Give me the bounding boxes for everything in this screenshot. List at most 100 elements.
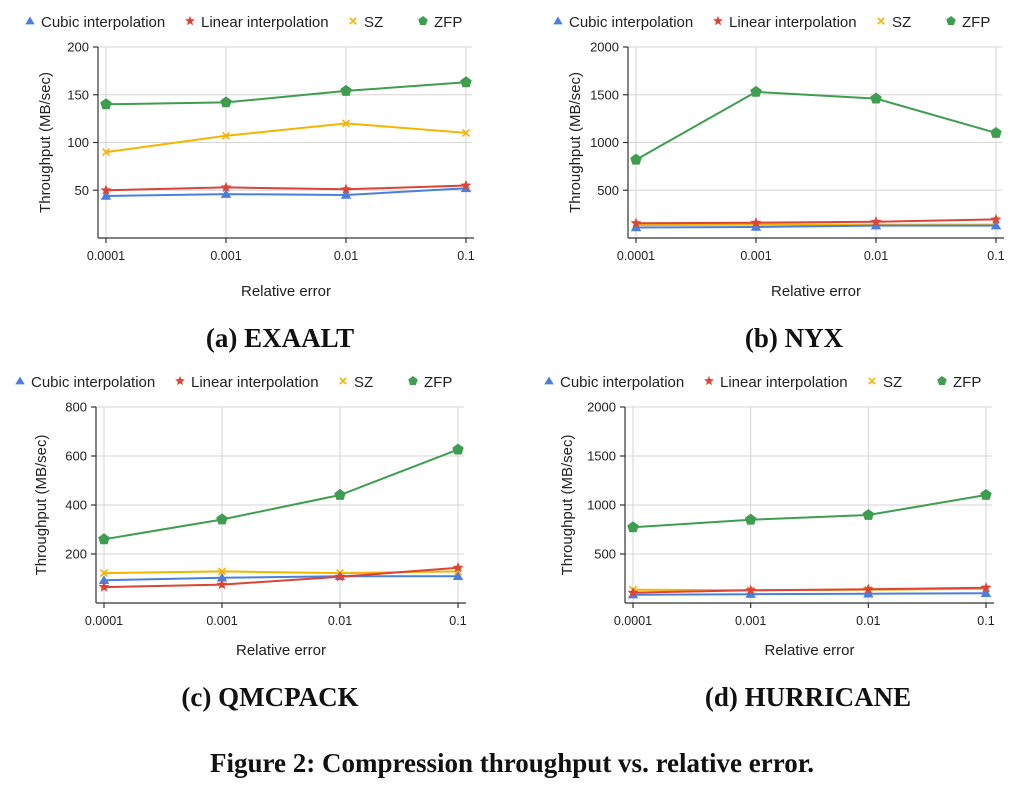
- legend-item: Cubic interpolation: [553, 14, 693, 31]
- legend: Cubic interpolation Linear interpolation S…: [25, 14, 462, 31]
- legend-item: Linear interpolation: [713, 14, 857, 31]
- data-point: [100, 98, 112, 110]
- legend-label: ZFP: [953, 374, 981, 391]
- gridlines: [96, 406, 464, 603]
- data-point: [452, 561, 464, 573]
- y-tick-label: 1500: [587, 449, 616, 464]
- series-line: [103, 448, 459, 541]
- data-point: [863, 588, 874, 598]
- series-line: [632, 586, 987, 594]
- legend-marker-star-icon: [185, 15, 195, 26]
- gridlines: [98, 46, 472, 238]
- data-point: [220, 96, 232, 108]
- series-line: [105, 122, 467, 154]
- legend-item: Cubic interpolation: [15, 374, 155, 391]
- chart-hurricane: Cubic interpolation Linear interpolation S…: [512, 365, 1024, 675]
- x-tick-label: 0.0001: [617, 249, 655, 263]
- legend-label: Linear interpolation: [720, 374, 848, 391]
- chart-exaalt: Cubic interpolation Linear interpolation S…: [0, 0, 512, 310]
- legend-item: Cubic interpolation: [544, 374, 684, 391]
- chart-qmcpack: Cubic interpolation Linear interpolation S…: [0, 365, 512, 675]
- data-point: [630, 222, 642, 232]
- data-point: [452, 571, 464, 581]
- data-point: [221, 131, 231, 140]
- x-tick-label: 0.001: [735, 614, 766, 628]
- data-point: [862, 508, 875, 520]
- x-tick-label: 0.001: [210, 249, 241, 263]
- legend-marker-pentagon-icon: [418, 16, 428, 25]
- legend-marker-pentagon-icon: [408, 376, 418, 385]
- data-point: [627, 586, 639, 598]
- data-point: [98, 575, 110, 584]
- series-triangle: [630, 220, 1002, 232]
- data-point: [870, 220, 882, 230]
- y-tick-label: 2000: [590, 40, 619, 55]
- series-line: [635, 90, 997, 161]
- legend-label: SZ: [364, 14, 383, 31]
- data-point: [460, 179, 472, 191]
- y-axis-label: Throughput (MB/sec): [37, 72, 54, 213]
- data-point: [216, 572, 228, 582]
- x-tick-label: 0.001: [740, 249, 771, 263]
- x-tick-label: 0.1: [977, 614, 994, 628]
- data-point: [461, 128, 471, 138]
- y-tick-label: 500: [594, 547, 616, 562]
- data-point: [745, 589, 756, 598]
- series-star: [630, 213, 1002, 228]
- caption-qmcpack: (c) QMCPACK: [181, 682, 359, 712]
- x-tick-label: 0.1: [457, 249, 474, 263]
- x-tick-label: 0.1: [449, 614, 466, 628]
- y-tick-label: 50: [75, 183, 89, 198]
- data-point: [630, 153, 642, 165]
- series-pentagon: [627, 488, 992, 533]
- series-triangle: [100, 183, 472, 200]
- legend-item: SZ: [349, 14, 383, 31]
- y-tick-label: 150: [67, 87, 89, 102]
- series-line: [635, 223, 996, 227]
- data-point: [340, 183, 352, 194]
- legend-label: SZ: [883, 374, 902, 391]
- data-point: [745, 584, 757, 595]
- data-point: [980, 488, 992, 500]
- series-star: [100, 179, 472, 195]
- x-axis-label: Relative error: [241, 283, 331, 300]
- data-point: [630, 217, 642, 228]
- series-line: [103, 575, 458, 582]
- chart-nyx: Cubic interpolation Linear interpolation S…: [512, 0, 1024, 310]
- data-point: [101, 147, 111, 157]
- caption-hurricane: (d) HURRICANE: [704, 682, 912, 712]
- caption-exaalt: (a) EXAALT: [205, 323, 355, 353]
- y-tick-label: 1000: [590, 135, 619, 150]
- legend-label: SZ: [354, 374, 373, 391]
- series-line: [635, 218, 997, 225]
- data-point: [334, 571, 346, 582]
- legend-label: Linear interpolation: [201, 14, 329, 31]
- legend-label: Cubic interpolation: [569, 14, 693, 31]
- legend-marker-x-icon: [349, 17, 357, 25]
- legend: Cubic interpolation Linear interpolation S…: [553, 14, 990, 31]
- legend-marker-star-icon: [713, 15, 723, 26]
- legend-marker-pentagon-icon: [946, 16, 956, 25]
- data-point: [217, 567, 227, 576]
- legend-marker-star-icon: [175, 375, 185, 386]
- series-line: [632, 494, 987, 529]
- x-tick-label: 0.1: [987, 249, 1004, 263]
- data-point: [98, 533, 110, 545]
- x-tick-label: 0.01: [334, 249, 358, 263]
- legend-item: Cubic interpolation: [25, 14, 165, 31]
- data-point: [99, 569, 109, 578]
- y-tick-label: 400: [65, 498, 87, 513]
- data-point: [100, 184, 112, 195]
- y-axis-label: Throughput (MB/sec): [33, 435, 50, 576]
- data-point: [98, 581, 110, 592]
- series-line: [105, 184, 467, 192]
- data-point: [980, 582, 992, 593]
- x-tick-label: 0.01: [328, 614, 352, 628]
- legend-label: SZ: [892, 14, 911, 31]
- gridlines: [625, 406, 992, 603]
- data-point: [340, 84, 352, 96]
- legend: Cubic interpolation Linear interpolation S…: [544, 374, 981, 391]
- series-pentagon: [630, 85, 1002, 165]
- data-point: [750, 216, 762, 228]
- legend-item: SZ: [339, 374, 373, 391]
